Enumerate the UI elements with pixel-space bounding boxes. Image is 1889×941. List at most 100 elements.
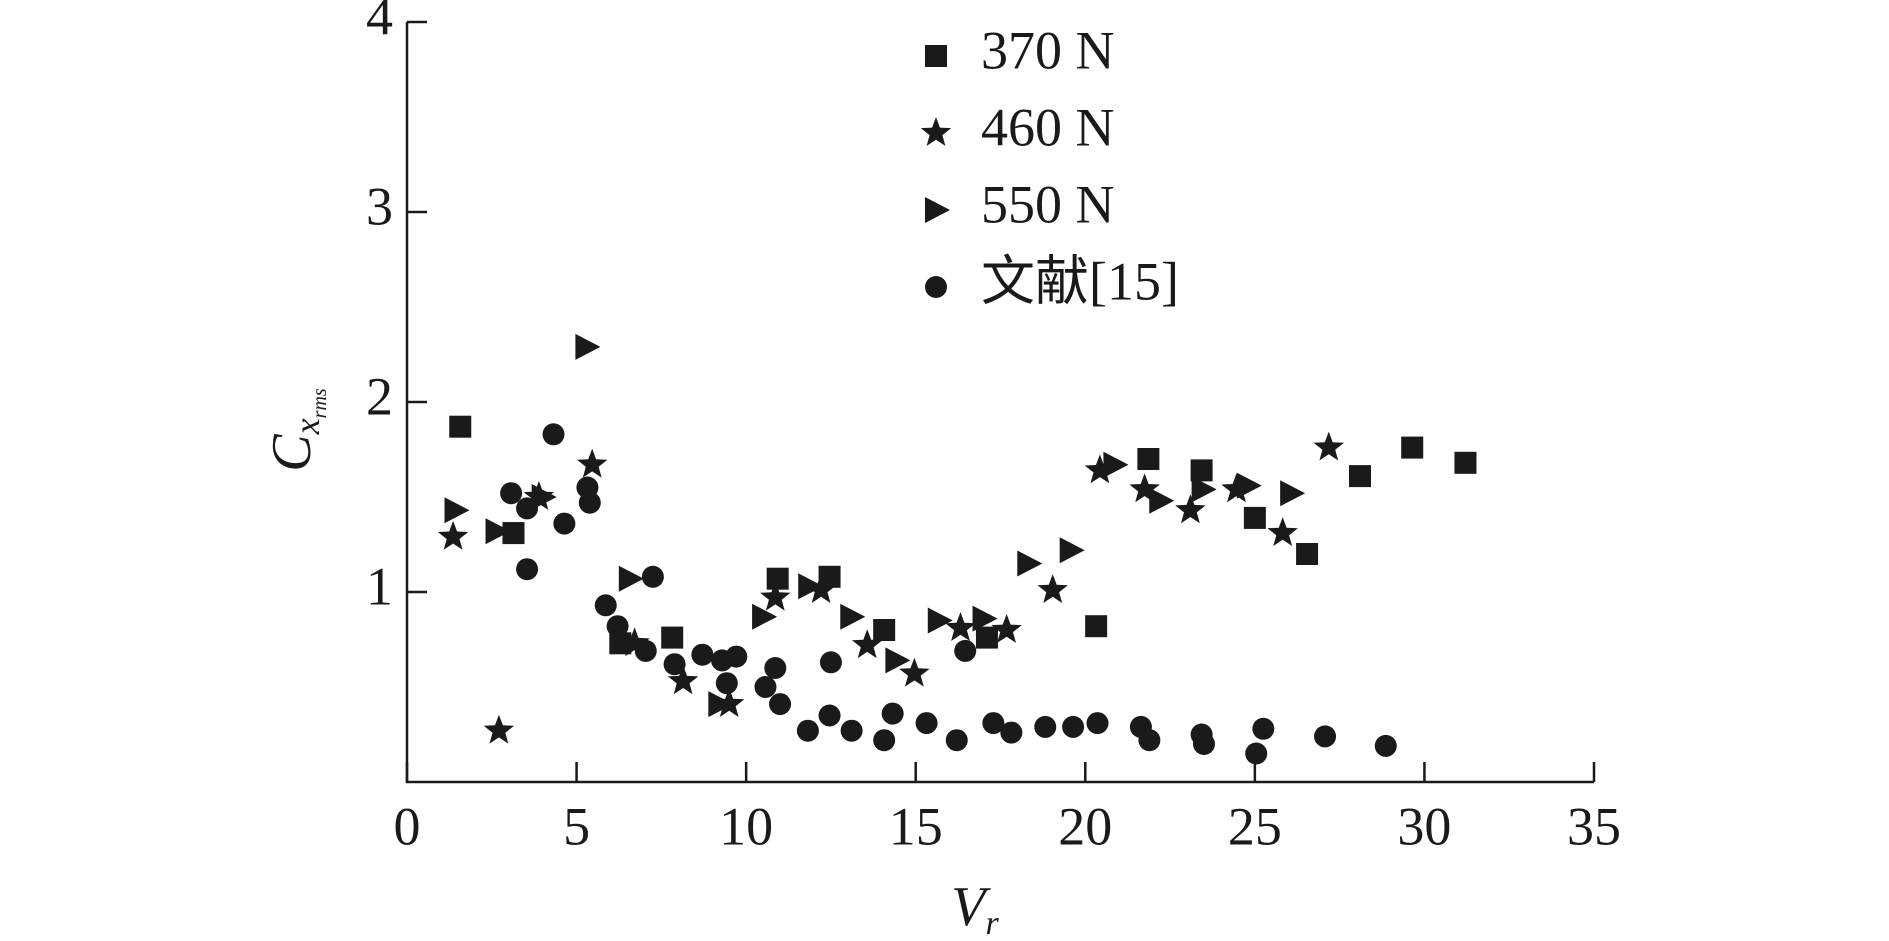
triangle-marker [575, 333, 601, 360]
triangle-marker [885, 647, 911, 674]
triangle-marker [531, 484, 557, 510]
star-marker [619, 627, 650, 657]
star-marker [1175, 494, 1206, 524]
circle-marker [1000, 721, 1023, 744]
x-tick-label: 5 [563, 796, 590, 856]
triangle-marker [1280, 480, 1306, 507]
triangle-marker [1236, 472, 1262, 499]
x-tick-label: 35 [1567, 796, 1621, 856]
triangle-marker [485, 518, 511, 545]
square-marker [766, 567, 789, 590]
square-marker [925, 45, 947, 67]
square-marker [661, 626, 684, 649]
circle-marker [925, 276, 947, 298]
circle-marker [1062, 715, 1085, 738]
y-label-main: C [261, 434, 323, 472]
circle-marker [954, 639, 977, 662]
star-marker [899, 657, 930, 687]
square-marker [1243, 506, 1266, 529]
x-tick-label: 20 [1058, 796, 1112, 856]
x-tick-label: 15 [889, 796, 943, 856]
star-marker [437, 520, 469, 550]
circle-marker [840, 719, 863, 742]
star-marker [852, 629, 883, 659]
circle-marker [796, 719, 819, 742]
triangle-marker [1191, 476, 1217, 503]
star-marker [577, 448, 608, 478]
x-label-main: V [951, 876, 991, 938]
legend-label: 文献[15] [981, 251, 1179, 311]
triangle-marker [618, 565, 644, 592]
star-marker [760, 581, 791, 611]
square-marker [1085, 615, 1108, 638]
star-marker [1313, 431, 1344, 461]
triangle-marker [925, 197, 950, 223]
triangle-marker [1103, 451, 1129, 478]
x-tick-label: 10 [719, 796, 773, 856]
circle-marker [516, 497, 539, 520]
triangle-marker [840, 603, 866, 630]
circle-marker [1252, 717, 1275, 740]
circle-marker [819, 651, 842, 674]
circle-marker [500, 482, 523, 505]
circle-marker [1138, 729, 1161, 752]
square-marker [975, 626, 998, 649]
star-marker [1221, 473, 1252, 503]
circle-marker [1374, 734, 1397, 757]
x-label-sub: r [985, 905, 999, 941]
circle-marker [641, 565, 664, 588]
star-marker [1037, 574, 1068, 603]
circle-marker [1192, 733, 1215, 755]
square-marker [1401, 436, 1424, 459]
circle-marker [1086, 712, 1109, 735]
circle-marker [725, 645, 748, 668]
circle-marker [715, 672, 738, 695]
triangle-marker [1059, 537, 1085, 564]
circle-marker [542, 423, 565, 446]
triangle-marker [708, 691, 734, 718]
circle-marker [606, 615, 629, 638]
star-marker [1129, 473, 1160, 503]
circle-marker [1314, 725, 1337, 748]
circle-marker [818, 704, 841, 727]
y-label-sub: x [287, 418, 327, 435]
circle-marker [881, 702, 904, 725]
y-axis-label: Cxrms [261, 388, 331, 472]
star-marker [805, 574, 837, 603]
circle-marker [516, 558, 539, 581]
y-label-subsub: rms [309, 388, 331, 418]
square-marker [609, 632, 632, 655]
star-marker [483, 714, 515, 744]
circle-marker [1245, 742, 1268, 765]
legend-label: 370 N [981, 20, 1115, 80]
circle-marker [594, 594, 617, 617]
circle-marker [634, 639, 657, 662]
triangle-marker [798, 573, 824, 600]
square-marker [1296, 543, 1319, 565]
square-marker [1348, 465, 1371, 488]
square-marker [502, 522, 525, 545]
x-tick-label: 0 [394, 796, 421, 856]
triangle-marker [972, 605, 998, 632]
circle-marker [1034, 715, 1057, 738]
circle-marker [945, 729, 968, 752]
circle-marker [769, 693, 792, 716]
legend-label: 550 N [981, 174, 1115, 234]
triangle-marker [1017, 550, 1043, 577]
circle-marker [691, 643, 714, 666]
square-marker [1190, 459, 1213, 482]
circle-marker [764, 657, 787, 679]
star-marker [1084, 454, 1116, 484]
y-tick-label: 4 [366, 0, 393, 46]
star-marker [991, 614, 1022, 643]
circle-marker [915, 712, 938, 735]
square-marker [1137, 448, 1160, 470]
y-tick-label: 3 [366, 176, 393, 236]
triangle-marker [1149, 487, 1175, 514]
star-marker [945, 612, 976, 641]
x-axis-label: Vr [951, 876, 999, 941]
legend-label: 460 N [981, 97, 1115, 157]
triangle-marker [927, 607, 953, 634]
y-tick-label: 1 [366, 556, 393, 616]
